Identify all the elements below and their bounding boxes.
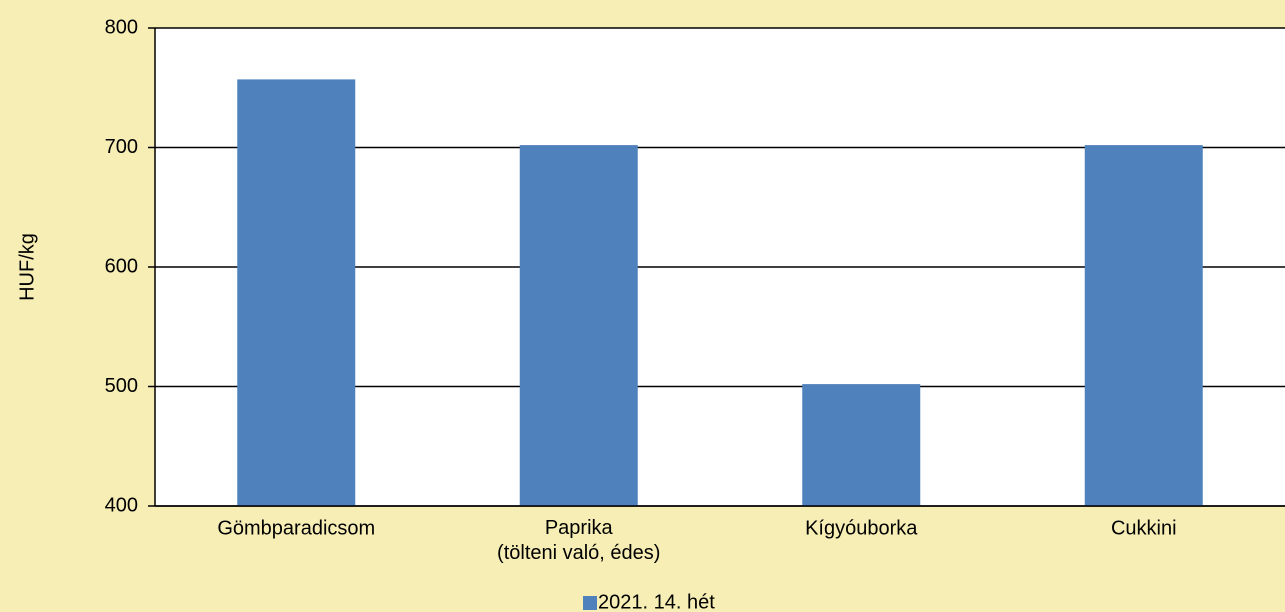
y-tick-label: 600 [105,255,138,277]
y-axis-label: HUF/kg [16,233,38,301]
x-tick-label: Paprika (tölteni való, édes) [497,517,660,564]
legend-label: 2021. 14. hét [598,591,715,612]
bar [237,79,356,506]
bar [1084,145,1203,507]
x-tick-label: Kígyóuborka [805,517,918,539]
x-tick-label: Cukkini [1111,517,1177,539]
y-tick-label: 400 [105,494,138,516]
bar [519,145,638,507]
y-tick-label: 800 [105,16,138,38]
x-tick-label: Gömbparadicsom [217,517,375,539]
y-tick-label: 500 [105,375,138,397]
y-tick-label: 700 [105,136,138,158]
legend-swatch [583,596,597,610]
bar [802,384,921,506]
